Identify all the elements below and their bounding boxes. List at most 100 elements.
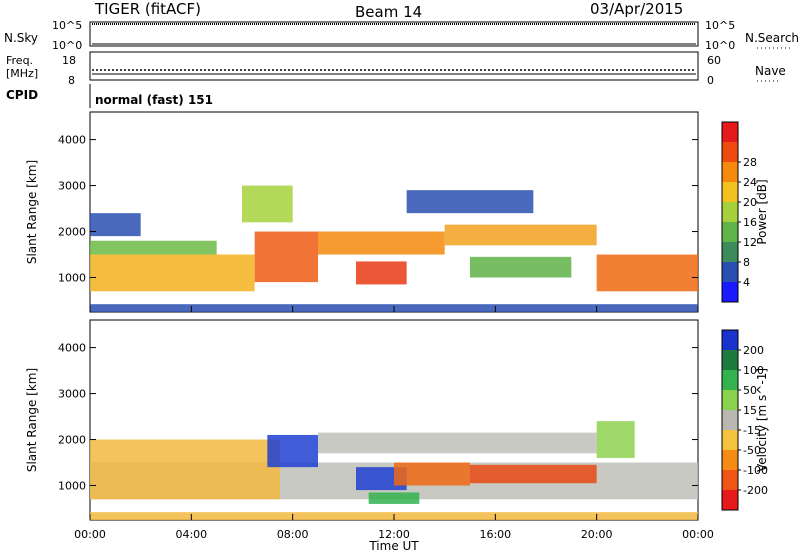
velocity-band-3	[267, 434, 318, 468]
power-colorbar-tick-label: 20	[743, 196, 757, 209]
power-panel: 1000 2000 3000 4000 Slant Range [km] 4 8 12 16…	[25, 111, 769, 313]
power-band-4	[596, 254, 698, 292]
velocity-colorbar-tick-label: -50	[743, 444, 761, 457]
velocity-colorbar-swatch	[722, 450, 738, 470]
power-ylabel: Slant Range [km]	[25, 160, 39, 264]
time-tick-label: 16:00	[479, 528, 511, 541]
velocity-ytick-label: 1000	[58, 480, 86, 493]
velocity-ytick-label: 4000	[58, 342, 86, 355]
freq-tick-top: 18	[62, 54, 76, 67]
velocity-band-1	[318, 432, 597, 454]
velocity-colorbar-label: Velocity [m s^-1]	[755, 368, 769, 472]
beam-label: Beam 14	[355, 3, 422, 21]
power-colorbar-swatch	[722, 122, 738, 142]
power-colorbar-tick-label: 16	[743, 216, 757, 229]
cpid-strip: CPID normal (fast) 151	[6, 84, 213, 108]
velocity-band-9	[368, 492, 420, 504]
power-band-2	[318, 231, 445, 255]
power-band-3	[444, 224, 597, 246]
velocity-colorbar-frame	[721, 329, 739, 511]
power-ytick-label: 1000	[58, 272, 86, 285]
velocity-colorbar-swatch	[722, 390, 738, 410]
velocity-ytick-label: 2000	[58, 434, 86, 447]
date-label: 03/Apr/2015	[590, 0, 683, 18]
velocity-ytick-label: 3000	[58, 388, 86, 401]
time-axis-ticks: 00:00 04:00 08:00 12:00 16:00 20:00 00:00	[74, 306, 714, 541]
power-band-0	[90, 254, 255, 292]
power-colorbar-frame	[721, 121, 739, 303]
power-colorbar-swatch	[722, 182, 738, 202]
time-tick-label: 12:00	[378, 528, 410, 541]
power-band-6	[356, 261, 407, 285]
velocity-colorbar-swatch	[722, 370, 738, 390]
time-tick-label: 00:00	[74, 528, 106, 541]
nsearch-tick-bottom: 10^0	[705, 39, 735, 52]
freq-strip: Freq. [MHz] 18 8 60 0 Nave	[6, 51, 786, 87]
power-colorbar-tick-label: 28	[743, 156, 757, 169]
power-colorbar: 4 8 12 16 20 24 28	[721, 121, 757, 303]
power-band-1	[254, 231, 318, 283]
nsearch-tick-top: 10^5	[705, 19, 735, 32]
power-colorbar-tick-label: 8	[743, 256, 750, 269]
velocity-colorbar-tick-label: -200	[743, 484, 768, 497]
power-colorbar-swatch	[722, 202, 738, 222]
velocity-colorbar-swatch	[722, 430, 738, 450]
power-ytick-label: 3000	[58, 180, 86, 193]
radar-title: TIGER (fitACF)	[94, 0, 201, 18]
power-colorbar-swatch	[722, 282, 738, 302]
velocity-colorbar-swatch	[722, 330, 738, 350]
velocity-band-2	[90, 439, 280, 500]
nsky-strip: N.Sky 10^5 10^0 10^5 10^0 N.Search	[4, 19, 799, 52]
velocity-colorbar-swatch	[722, 410, 738, 430]
nave-tick-top: 60	[707, 54, 721, 67]
velocity-panel: 1000 2000 3000 4000 Slant Range [km] 200 100…	[25, 319, 769, 521]
power-colorbar-tick-label: 12	[743, 236, 757, 249]
velocity-colorbar-swatch	[722, 470, 738, 490]
velocity-band-7	[596, 421, 635, 458]
velocity-colorbar-tick-label: -15	[743, 424, 761, 437]
nsky-label: N.Sky	[4, 31, 38, 45]
velocity-colorbar: 200 100 50 15 -15 -50 -100 -200	[721, 329, 768, 511]
nsearch-label: N.Search	[745, 31, 799, 45]
power-colorbar-swatch	[722, 162, 738, 182]
freq-label-line1: Freq.	[6, 54, 33, 67]
power-yticks: 1000 2000 3000 4000	[58, 134, 698, 285]
velocity-colorbar-swatch	[722, 490, 738, 510]
power-colorbar-swatch	[722, 242, 738, 262]
power-band-7	[470, 256, 572, 278]
velocity-colorbar-tick-label: -100	[743, 464, 768, 477]
power-colorbar-tick-label: 4	[743, 276, 750, 289]
velocity-yticks: 1000 2000 3000 4000	[58, 342, 698, 493]
power-band-11	[242, 185, 293, 223]
power-colorbar-label: Power [dB]	[755, 179, 769, 244]
cpid-label: CPID	[6, 88, 38, 102]
time-tick-label: 04:00	[175, 528, 207, 541]
freq-tick-bottom: 8	[68, 74, 75, 87]
velocity-colorbar-tick-label: 200	[743, 344, 764, 357]
velocity-band-6	[470, 464, 597, 484]
power-ytick-label: 2000	[58, 226, 86, 239]
power-colorbar-swatch	[722, 142, 738, 162]
velocity-colorbar-swatch	[722, 350, 738, 370]
velocity-colorbar-tick-label: 15	[743, 404, 757, 417]
nsky-tick-bottom: 10^0	[52, 39, 82, 52]
time-tick-label: 08:00	[277, 528, 309, 541]
power-band-9	[90, 213, 141, 237]
power-band-10	[406, 190, 534, 214]
time-axis-label: Time UT	[368, 539, 419, 553]
freq-label-line2: [MHz]	[6, 67, 38, 80]
velocity-band-5	[394, 462, 470, 486]
nsky-tick-top: 10^5	[52, 19, 82, 32]
velocity-colorbar-tick-label: 50	[743, 384, 757, 397]
velocity-ylabel: Slant Range [km]	[25, 368, 39, 472]
time-tick-label: 00:00	[682, 528, 714, 541]
nave-label: Nave	[755, 64, 786, 78]
velocity-colorbar-tick-label: 100	[743, 364, 764, 377]
power-ytick-label: 4000	[58, 134, 86, 147]
time-tick-label: 20:00	[581, 528, 613, 541]
cpid-mode-text: normal (fast) 151	[95, 93, 213, 107]
power-colorbar-swatch	[722, 222, 738, 242]
power-band-5	[90, 240, 217, 255]
power-colorbar-tick-label: 24	[743, 176, 757, 189]
